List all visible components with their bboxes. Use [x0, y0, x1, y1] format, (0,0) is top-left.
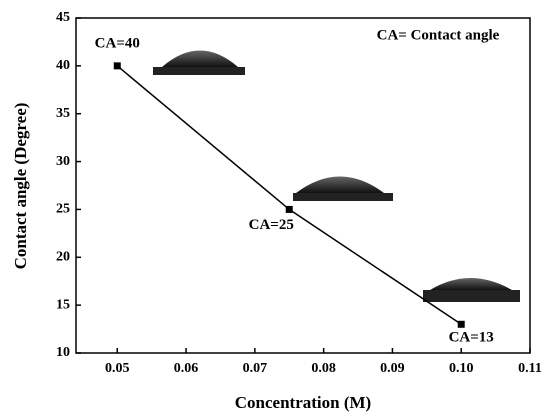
droplet-images	[153, 50, 520, 302]
data-label: CA=13	[449, 330, 494, 346]
data-point	[285, 205, 293, 213]
x-tick-label: 0.09	[380, 361, 405, 376]
y-tick-label: 25	[56, 202, 70, 217]
y-tick-label: 45	[56, 10, 70, 25]
data-point	[457, 320, 465, 328]
plot-frame	[75, 17, 531, 354]
data-line	[116, 65, 462, 325]
x-tick-label: 0.10	[449, 361, 474, 376]
y-tick-label: 20	[56, 250, 70, 265]
x-tick-label: 0.06	[174, 361, 199, 376]
y-tick-label: 30	[56, 154, 70, 169]
data-point	[113, 62, 121, 70]
y-tick-label: 15	[56, 297, 70, 312]
x-tick-label: 0.11	[518, 361, 542, 376]
y-tick-label: 35	[56, 106, 70, 121]
x-axis-label: Concentration (M)	[235, 393, 371, 412]
annotation: CA= Contact angle	[377, 27, 500, 43]
y-axis-label: Contact angle (Degree)	[11, 103, 30, 270]
y-tick-label: 40	[56, 58, 70, 73]
data-label: CA=25	[249, 217, 294, 233]
x-tick-label: 0.08	[311, 361, 336, 376]
x-tick-label: 0.07	[243, 361, 268, 376]
x-tick-label: 0.05	[105, 361, 130, 376]
data-label: CA=40	[95, 35, 140, 51]
y-tick-label: 10	[56, 345, 70, 360]
